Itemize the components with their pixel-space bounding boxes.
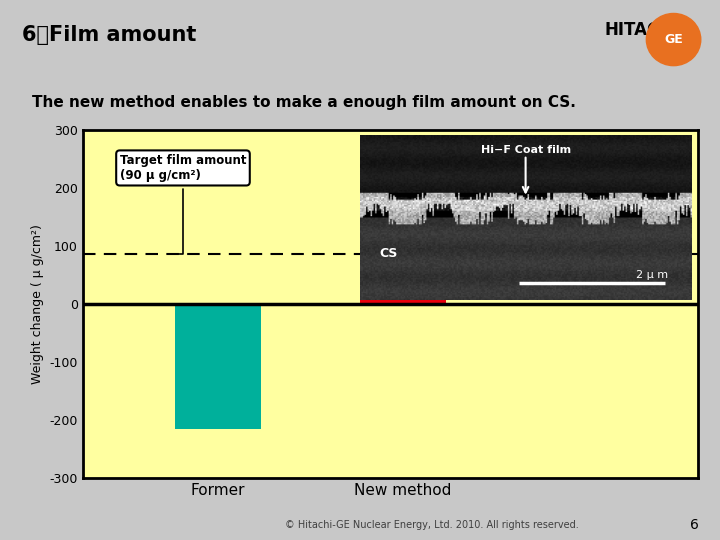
Bar <box>175 303 261 429</box>
Text: The new method enables to make a enough film amount on CS.: The new method enables to make a enough … <box>32 94 575 110</box>
Circle shape <box>647 14 701 66</box>
Text: HITACHI: HITACHI <box>605 21 680 39</box>
Text: 6．Film amount: 6．Film amount <box>22 25 196 45</box>
Text: © Hitachi-GE Nuclear Energy, Ltd. 2010. All rights reserved.: © Hitachi-GE Nuclear Energy, Ltd. 2010. … <box>285 521 579 530</box>
Text: Target film amount
(90 μ g/cm²): Target film amount (90 μ g/cm²) <box>120 154 246 254</box>
Text: CS: CS <box>380 247 398 260</box>
Text: Hi−F Coat film: Hi−F Coat film <box>480 145 571 155</box>
Text: GE: GE <box>664 33 683 46</box>
Y-axis label: Weight change ( μ g/cm²): Weight change ( μ g/cm²) <box>31 224 44 384</box>
Text: 2 μ m: 2 μ m <box>636 270 668 280</box>
Bar <box>360 193 446 303</box>
Text: 6: 6 <box>690 518 698 532</box>
